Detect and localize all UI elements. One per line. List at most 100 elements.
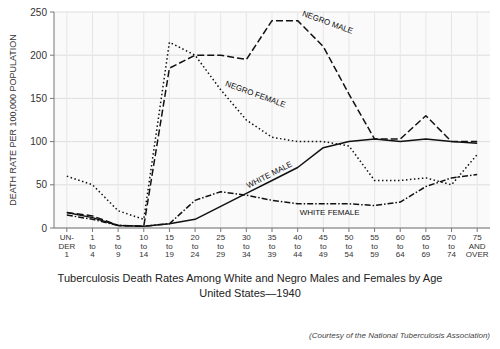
x-tick-label-line: 69 <box>421 250 430 259</box>
x-tick-label-line: 39 <box>268 250 277 259</box>
y-tick-label: 150 <box>30 93 47 104</box>
x-tick-label-line: 34 <box>242 250 251 259</box>
series-label: NEGRO FEMALE <box>224 79 287 109</box>
x-tick-label: 55to59 <box>370 233 379 259</box>
x-grid-line <box>374 12 375 228</box>
x-tick <box>66 228 67 232</box>
x-tick-label-line: 44 <box>293 250 302 259</box>
x-tick-label: UN-DER1 <box>58 233 75 259</box>
series-line <box>67 42 477 219</box>
x-tick <box>323 228 324 232</box>
x-tick-label-line: 1 <box>65 250 70 259</box>
x-tick-label: 10to14 <box>139 233 148 259</box>
x-tick-label-line: 59 <box>370 250 379 259</box>
x-tick <box>451 228 452 232</box>
y-tick <box>50 55 54 56</box>
x-tick-label-line: 14 <box>139 250 148 259</box>
x-tick-label: 20to24 <box>191 233 200 259</box>
x-grid-line <box>118 12 119 228</box>
x-grid-line <box>323 12 324 228</box>
y-tick <box>50 184 54 185</box>
y-tick <box>50 12 54 13</box>
y-axis-line <box>54 12 55 228</box>
y-tick-label: 50 <box>36 179 48 190</box>
x-grid-line <box>66 12 67 228</box>
x-tick-label: 70to74 <box>447 233 456 259</box>
y-tick-label: 0 <box>41 223 47 234</box>
x-tick-label: 30to34 <box>242 233 251 259</box>
x-tick <box>425 228 426 232</box>
x-tick <box>477 228 478 232</box>
x-tick-label: 40to44 <box>293 233 302 259</box>
x-grid-line <box>297 12 298 228</box>
chart: 0 50 100 150 200 250 UN-DER1 1to4 5to9 10to14 15to… <box>0 0 500 349</box>
x-tick-label-line: 24 <box>191 250 200 259</box>
x-tick-label: 1to4 <box>89 233 96 259</box>
x-tick-label-line: 74 <box>447 250 456 259</box>
x-tick-label: 50to54 <box>344 233 353 259</box>
credit-note: (Courtesy of the National Tuberculosis A… <box>309 331 490 340</box>
x-tick-label: 65to69 <box>421 233 430 259</box>
x-tick <box>272 228 273 232</box>
y-axis-label: DEATH RATE PER 100,000 POPULATION <box>8 34 18 206</box>
grid <box>54 12 490 228</box>
y-tick <box>50 228 54 229</box>
series-label: WHITE FEMALE <box>300 208 360 217</box>
x-tick <box>195 228 196 232</box>
x-tick-label: 75ANDOVER <box>466 233 489 259</box>
x-tick-label-line: 29 <box>216 250 225 259</box>
series-labels: NEGRO MALE NEGRO FEMALE WHITE MALE WHITE FE… <box>224 9 360 217</box>
x-grid-line <box>143 12 144 228</box>
x-tick-label-line: 19 <box>165 250 174 259</box>
x-tick <box>348 228 349 232</box>
y-tick-label: 250 <box>30 7 47 18</box>
x-tick-label-line: 4 <box>90 250 95 259</box>
x-tick-label: 45to49 <box>319 233 328 259</box>
x-tick-label-line: 64 <box>396 250 405 259</box>
x-grid-line <box>425 12 426 228</box>
series-line <box>67 139 477 226</box>
plot-area <box>54 12 490 228</box>
x-tick <box>92 228 93 232</box>
x-tick <box>118 228 119 232</box>
y-tick <box>50 141 54 142</box>
x-tick-label: 25to29 <box>216 233 225 259</box>
x-tick-label-line: 49 <box>319 250 328 259</box>
y-tick-label: 100 <box>30 136 47 147</box>
page: Tuberculosis Death Rates html, body { ma… <box>0 0 500 349</box>
x-grid-line <box>451 12 452 228</box>
x-tick-label-line: OVER <box>466 250 489 259</box>
x-grid-line <box>477 12 478 228</box>
series-lines <box>67 21 477 227</box>
x-tick-label: 15to19 <box>165 233 174 259</box>
x-tick-label-line: 9 <box>116 250 121 259</box>
y-tick <box>50 98 54 99</box>
x-grid-line <box>272 12 273 228</box>
axes: 0 50 100 150 200 250 UN-DER1 1to4 5to9 10to14 15to… <box>30 7 490 260</box>
x-tick <box>297 228 298 232</box>
page-body: {"chart_data": { "type": "line", "title"… <box>0 0 500 349</box>
title: Tuberculosis Death Rates Among White and… <box>58 272 443 284</box>
x-tick <box>143 228 144 232</box>
series-label: NEGRO MALE <box>301 9 354 36</box>
x-tick-label: 5to9 <box>115 233 122 259</box>
series-line <box>67 21 477 227</box>
x-tick <box>400 228 401 232</box>
x-tick-label-line: 54 <box>344 250 353 259</box>
series-label: WHITE MALE <box>245 160 293 191</box>
x-tick <box>374 228 375 232</box>
x-grid-line <box>92 12 93 228</box>
y-tick-label: 200 <box>30 50 47 61</box>
x-grid-line <box>195 12 196 228</box>
y-grid-line <box>54 228 490 229</box>
x-tick <box>246 228 247 232</box>
x-grid-line <box>400 12 401 228</box>
x-tick <box>220 228 221 232</box>
x-tick-label: 35to39 <box>268 233 277 259</box>
x-grid-line <box>169 12 170 228</box>
x-grid-line <box>348 12 349 228</box>
x-tick <box>169 228 170 232</box>
series-line <box>67 174 477 226</box>
x-grid-line <box>220 12 221 228</box>
x-axis-line <box>54 228 490 229</box>
